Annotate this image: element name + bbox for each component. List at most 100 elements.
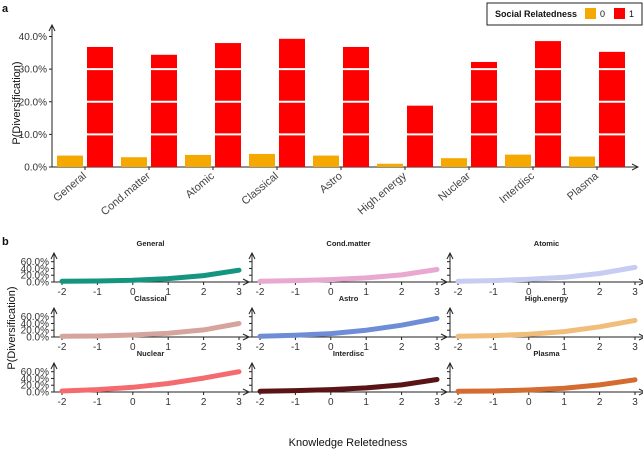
facet-x-tick-label: 3 — [434, 342, 440, 353]
facet-line-Cond.matter — [257, 267, 440, 284]
facet-x-tick-label: -1 — [291, 397, 300, 408]
facet-title: Atomic — [534, 239, 559, 248]
facet-x-tick-label: -2 — [58, 287, 67, 298]
panel-a-bar-chart: 0.0% 10.0% 20.0% 30.0% 40.0% General Cond.matt… — [19, 23, 640, 218]
bar-1-Nuclear — [471, 61, 497, 167]
facet-x-tick-label: 2 — [201, 342, 207, 353]
bar-1-Astro — [343, 46, 369, 167]
panel-b-x-axis-title: Knowledge Reletedness — [289, 437, 408, 449]
facet-x-tick-label: -1 — [291, 342, 300, 353]
facet-title: Nuclear — [137, 349, 165, 358]
facet-title: Plasma — [533, 349, 560, 358]
facet-x-tick-label: 0 — [328, 342, 334, 353]
facet-y-tick-label: 20.0% — [21, 326, 49, 337]
legend-swatch-1 — [614, 8, 625, 19]
x-category-label: General — [51, 170, 89, 204]
facet-x-tick-label: 2 — [597, 342, 603, 353]
bar-1-Classical — [279, 38, 305, 167]
facet-Nuclear: Nuclear 0.0%20.0%40.0%60.0% -2 -1 0 1 2 3 — [21, 349, 251, 408]
x-category-label: Astro — [318, 170, 345, 196]
facet-x-tick-label: -1 — [489, 342, 498, 353]
facet-y-axis-arrow — [50, 361, 58, 370]
facet-Atomic: Atomic -2 -1 0 1 2 3 — [446, 239, 643, 298]
facet-y-tick-label: 60.0% — [21, 367, 49, 378]
facet-x-tick-label: 3 — [434, 287, 440, 298]
facet-title: Interdisc — [333, 349, 364, 358]
bar-0-Astro — [313, 155, 339, 167]
facet-x-tick-label: -2 — [256, 397, 265, 408]
facet-x-tick-label: 3 — [434, 397, 440, 408]
facet-Astro: Astro -2 -1 0 1 2 3 — [248, 294, 449, 353]
facet-line-Nuclear — [59, 369, 242, 394]
legend-label-1: 1 — [629, 9, 634, 19]
facet-x-tick-label: 2 — [399, 287, 405, 298]
facet-line-Atomic — [455, 264, 638, 284]
facet-General: General 0.0%20.0%40.0%60.0% -2 -1 0 1 2 3 — [21, 239, 251, 298]
facet-line-General — [59, 267, 242, 284]
facet-x-tick-label: 2 — [201, 287, 207, 298]
facet-x-tick-label: -2 — [58, 342, 67, 353]
facet-x-tick-label: 2 — [399, 342, 405, 353]
legend-label-0: 0 — [600, 9, 605, 19]
facet-x-tick-label: 0 — [328, 287, 334, 298]
facet-title: Astro — [339, 294, 359, 303]
x-category-label: Interdisc — [497, 170, 537, 206]
panel-a-y-axis-title: P(Diversification) — [11, 61, 23, 144]
facet-x-tick-label: 3 — [632, 397, 638, 408]
facet-x-tick-label: 0 — [526, 397, 532, 408]
facet-y-tick-label: 20.0% — [21, 271, 49, 282]
facet-x-tick-label: 0 — [130, 342, 136, 353]
facet-y-axis-arrow — [446, 361, 454, 370]
facet-x-axis-arrow — [638, 333, 643, 341]
facet-x-tick-label: -1 — [93, 397, 102, 408]
bar-0-High.energy — [377, 163, 403, 167]
facet-x-tick-label: 1 — [363, 342, 369, 353]
facet-title: General — [137, 239, 165, 248]
facet-x-tick-label: 2 — [201, 397, 207, 408]
facet-y-tick-label: 40.0% — [21, 374, 49, 385]
facet-line-Plasma — [455, 377, 638, 394]
x-category-label: Plasma — [565, 170, 601, 203]
bar-1-Plasma — [599, 51, 625, 167]
facet-y-axis-arrow — [248, 361, 256, 370]
facet-title: High.energy — [525, 294, 569, 303]
facet-y-axis-arrow — [446, 251, 454, 260]
facet-y-axis-arrow — [248, 306, 256, 315]
facet-x-tick-label: -1 — [489, 287, 498, 298]
facet-x-tick-label: 3 — [236, 342, 242, 353]
facet-x-tick-label: -2 — [256, 342, 265, 353]
facet-x-tick-label: -1 — [489, 397, 498, 408]
facet-x-tick-label: 1 — [165, 397, 171, 408]
facet-y-axis-arrow — [50, 251, 58, 260]
facet-y-axis-arrow — [248, 251, 256, 260]
facet-y-tick-label: 40.0% — [21, 319, 49, 330]
legend: Social Relatedness 0 1 — [486, 2, 643, 26]
facet-y-tick-label: 60.0% — [21, 257, 49, 268]
facet-x-tick-label: 1 — [561, 287, 567, 298]
panel-a-y-tick-label: 0.0% — [24, 163, 47, 174]
x-category-label: High.energy — [356, 170, 410, 218]
facet-x-axis-arrow — [638, 278, 643, 286]
bar-1-High.energy — [407, 105, 433, 167]
facet-Plasma: Plasma -2 -1 0 1 2 3 — [446, 349, 643, 408]
facet-x-tick-label: 2 — [399, 397, 405, 408]
bar-0-Classical — [249, 153, 275, 167]
bar-0-General — [57, 155, 83, 167]
facet-x-tick-label: 0 — [526, 287, 532, 298]
bar-0-Nuclear — [441, 158, 467, 167]
facet-x-tick-label: 2 — [597, 397, 603, 408]
facet-y-tick-label: 60.0% — [21, 312, 49, 323]
facet-x-tick-label: -2 — [58, 397, 67, 408]
bar-0-Interdisc — [505, 154, 531, 167]
facet-x-tick-label: -1 — [93, 287, 102, 298]
panel-a-y-tick-label: 30.0% — [19, 65, 47, 76]
panel-a-y-tick-label: 10.0% — [19, 130, 47, 141]
facet-y-axis-arrow — [50, 306, 58, 315]
facet-x-tick-label: 1 — [561, 342, 567, 353]
legend-title: Social Relatedness — [495, 9, 577, 19]
facet-High.energy: High.energy -2 -1 0 1 2 3 — [446, 294, 643, 353]
facet-y-tick-label: 0.0% — [26, 333, 49, 344]
legend-box — [486, 2, 643, 26]
